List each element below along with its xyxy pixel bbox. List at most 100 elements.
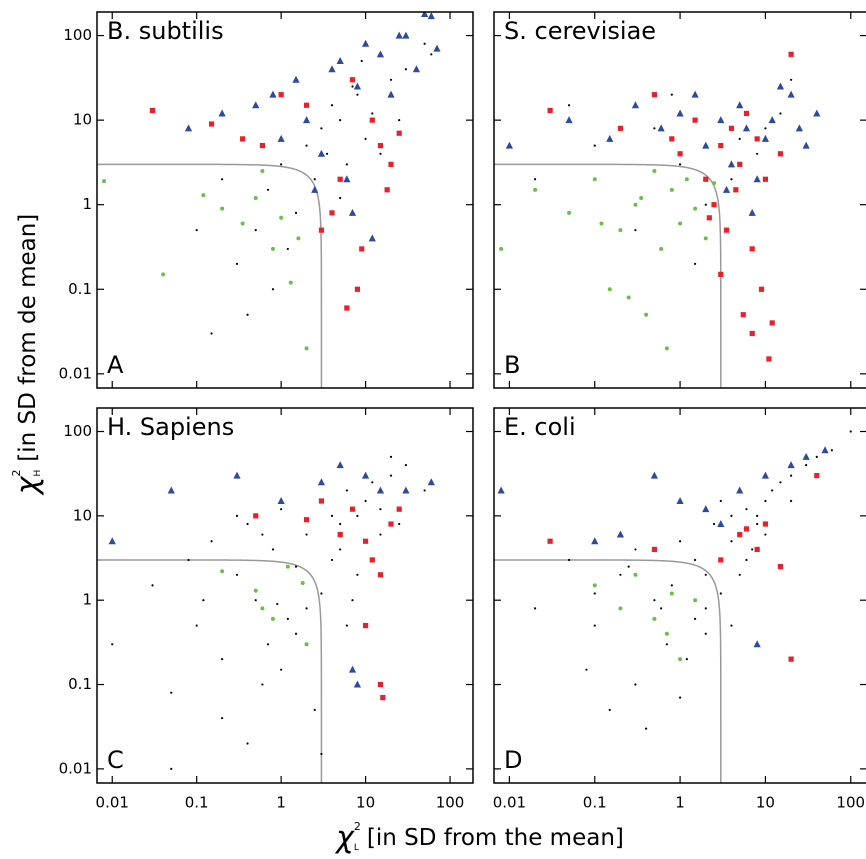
point-triangle <box>722 185 731 193</box>
point-circle <box>652 616 657 621</box>
point-dot <box>670 584 673 587</box>
point-dot <box>364 137 367 140</box>
point-dot <box>830 449 833 452</box>
point-triangle <box>753 640 761 648</box>
point-dot <box>339 548 342 551</box>
point-dot <box>423 42 426 45</box>
point-triangle <box>736 101 744 109</box>
point-square <box>617 125 624 131</box>
point-circle <box>684 177 689 182</box>
y-tick-label: 10 <box>73 506 92 524</box>
point-square <box>723 227 730 233</box>
y-tick-label: 100 <box>63 422 92 440</box>
point-dot <box>815 455 818 458</box>
point-dot <box>235 573 239 576</box>
point-dot <box>313 178 316 181</box>
point-triangle <box>302 116 311 124</box>
point-square <box>703 176 709 182</box>
point-dot <box>170 767 173 770</box>
point-circle <box>633 202 638 207</box>
point-square <box>547 107 553 114</box>
point-triangle <box>776 82 785 90</box>
point-square <box>344 305 350 311</box>
y-tick-label: 0.01 <box>59 364 92 382</box>
point-square <box>718 557 724 563</box>
point-triangle <box>328 65 336 73</box>
panel-frame <box>96 407 474 784</box>
point-triangle <box>497 486 505 494</box>
point-circle <box>669 591 674 596</box>
point-circle <box>712 181 717 186</box>
point-square <box>369 117 375 123</box>
point-triangle <box>727 160 736 168</box>
point-dot <box>665 643 668 646</box>
point-triangle <box>717 116 725 124</box>
point-dot <box>567 558 571 562</box>
y-axis-sup: 2 <box>10 469 23 476</box>
point-dot <box>694 558 697 562</box>
point-square <box>329 210 335 216</box>
point-circle <box>260 606 265 611</box>
threshold-curve <box>97 163 323 388</box>
point-dot <box>730 624 733 627</box>
point-triangle <box>795 124 803 132</box>
point-dot <box>356 573 359 576</box>
point-dot <box>345 163 348 166</box>
point-dot <box>235 514 239 517</box>
point-square <box>377 572 384 578</box>
point-circle <box>599 221 604 226</box>
point-triangle <box>753 175 761 183</box>
point-dot <box>360 59 363 63</box>
point-square <box>259 142 266 149</box>
point-dot <box>678 163 682 166</box>
point-dot <box>423 489 426 492</box>
point-square <box>337 176 343 182</box>
point-triangle <box>108 537 116 545</box>
point-triangle <box>616 530 625 538</box>
point-triangle <box>761 471 770 479</box>
panel-letter: B <box>504 351 520 379</box>
point-dot <box>254 599 257 602</box>
point-triangle <box>691 90 699 98</box>
point-dot <box>325 152 329 155</box>
point-dot <box>764 127 767 130</box>
point-triangle <box>311 185 319 193</box>
point-dot <box>320 752 323 756</box>
point-dot <box>364 499 367 503</box>
point-dot <box>187 558 190 562</box>
panel-title: S. cerevisiae <box>504 17 656 45</box>
point-square <box>240 136 246 142</box>
point-triangle <box>736 486 744 494</box>
x-axis-text: [in SD from the mean] <box>367 825 624 851</box>
panel-letter: D <box>504 746 522 774</box>
point-square <box>728 125 735 131</box>
point-circle <box>220 206 225 211</box>
point-dot <box>271 288 275 291</box>
point-triangle <box>233 471 241 479</box>
point-dot <box>389 474 393 477</box>
point-dot <box>653 599 656 602</box>
point-dot <box>266 643 270 646</box>
point-square <box>737 531 743 538</box>
point-triangle <box>387 90 395 98</box>
point-square <box>318 227 325 233</box>
x-tick-label: 1 <box>276 794 286 812</box>
point-dot <box>756 514 759 517</box>
point-dot <box>645 727 648 730</box>
point-triangle <box>676 109 684 117</box>
point-dot <box>210 540 213 543</box>
point-dot <box>790 78 793 81</box>
point-square <box>362 538 369 544</box>
point-dot <box>379 152 382 155</box>
point-square <box>354 286 361 292</box>
point-square <box>669 136 675 142</box>
plot-area <box>97 12 441 388</box>
panel-title: B. subtilis <box>107 17 224 45</box>
x-tick-label: 100 <box>836 794 865 812</box>
panel-frame <box>493 407 866 784</box>
panel-letter: C <box>107 746 124 774</box>
point-dot <box>356 514 359 517</box>
point-triangle <box>505 141 513 149</box>
point-dot <box>266 188 270 191</box>
